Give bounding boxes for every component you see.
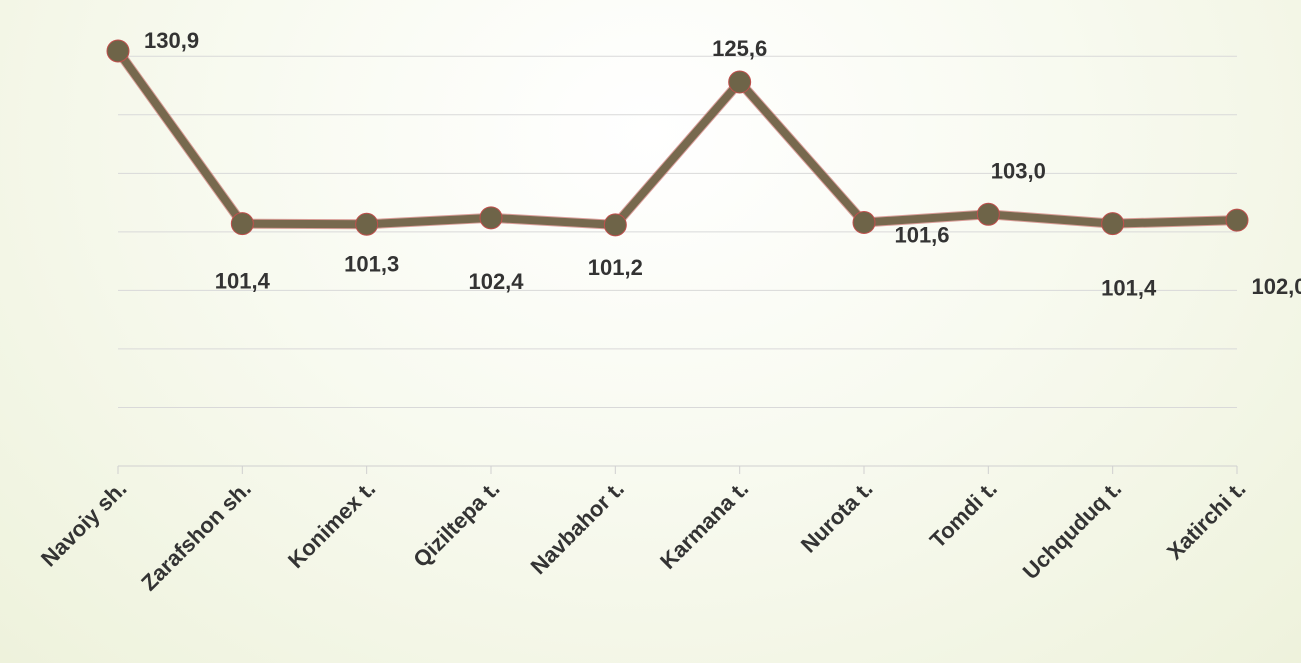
category-label: Tomdi t. <box>925 476 1002 553</box>
data-label: 101,4 <box>215 269 271 294</box>
data-point <box>852 211 876 235</box>
data-label: 102,0 <box>1251 274 1301 299</box>
data-label: 101,2 <box>588 255 643 280</box>
category-label: Karmana t. <box>655 476 753 574</box>
category-labels: Navoiy sh. Zarafshon sh. Konimex t. Qizilte… <box>36 476 1250 596</box>
data-label: 101,4 <box>1101 276 1157 301</box>
series-line-outline <box>113 45 1242 230</box>
series-line <box>114 46 1241 229</box>
data-label: 130,9 <box>144 28 199 53</box>
data-points <box>106 39 1249 237</box>
data-point <box>230 212 254 236</box>
data-point <box>1101 212 1125 236</box>
data-point <box>106 39 130 63</box>
gridlines <box>118 55 1237 408</box>
series-line-group <box>113 45 1242 230</box>
data-point <box>1225 208 1249 232</box>
data-label: 103,0 <box>991 158 1046 183</box>
category-label: Qiziltepa t. <box>408 476 504 572</box>
data-point <box>603 213 627 237</box>
data-label: 102,4 <box>468 269 524 294</box>
data-labels: 130,9 101,4 101,3 102,4 101,2 125,6 101,6 103,0… <box>144 28 1301 301</box>
category-label: Uchquduq t. <box>1018 476 1126 584</box>
category-label: Navoiy sh. <box>36 476 131 571</box>
category-label: Nurota t. <box>796 476 878 558</box>
x-axis <box>117 465 1238 474</box>
data-point <box>479 206 503 230</box>
data-point <box>728 70 752 94</box>
data-point <box>976 202 1000 226</box>
category-label: Zarafshon sh. <box>136 476 256 596</box>
category-label: Konimex t. <box>283 476 380 573</box>
data-label: 101,6 <box>894 223 949 248</box>
data-label: 101,3 <box>344 251 399 276</box>
data-point <box>355 212 379 236</box>
category-label: Xatirchi t. <box>1162 476 1251 565</box>
data-label: 125,6 <box>712 36 767 61</box>
category-label: Navbahor t. <box>526 476 629 579</box>
